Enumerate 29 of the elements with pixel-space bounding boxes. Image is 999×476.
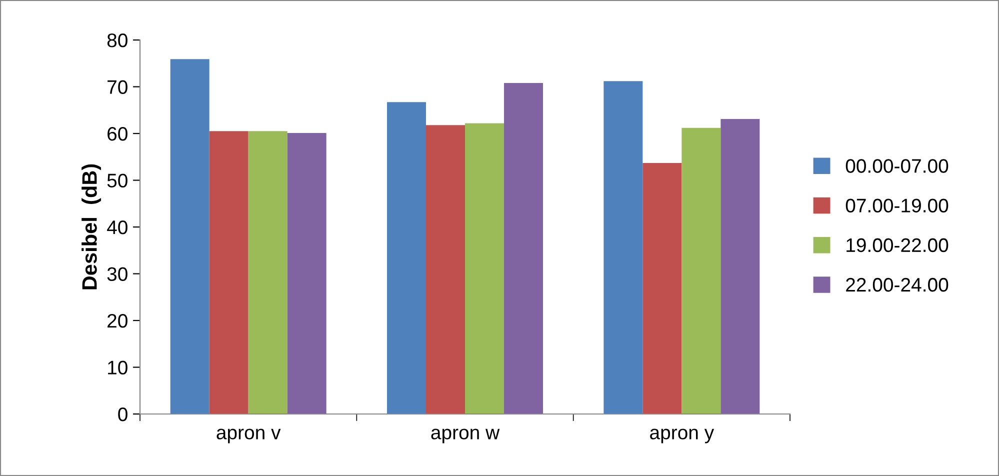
x-tick-label: apron w bbox=[431, 428, 500, 444]
bar bbox=[720, 119, 760, 414]
y-tick-label: 30 bbox=[107, 267, 128, 281]
y-tick-label: 70 bbox=[108, 80, 128, 94]
y-tick-label: 10 bbox=[108, 360, 128, 374]
bar bbox=[426, 125, 465, 414]
bar bbox=[387, 102, 426, 414]
legend-label: 19.00-22.00 bbox=[846, 238, 948, 252]
y-tick-label: 0 bbox=[118, 407, 128, 422]
x-tick-label: apron y bbox=[650, 428, 714, 444]
bar bbox=[465, 123, 504, 414]
y-tick-label: 60 bbox=[108, 126, 128, 141]
y-axis-title: Desibel (dB) bbox=[82, 164, 102, 290]
legend-label: 22.00-24.00 bbox=[846, 278, 948, 292]
legend-label: 07.00-19.00 bbox=[846, 198, 948, 212]
bar bbox=[504, 83, 543, 414]
bar bbox=[248, 131, 288, 414]
bar bbox=[604, 81, 643, 414]
y-tick-label: 80 bbox=[107, 33, 128, 48]
bar bbox=[287, 133, 326, 414]
y-tick-label: 40 bbox=[107, 220, 128, 234]
y-tick-label: 50 bbox=[107, 174, 128, 188]
y-tick-label: 20 bbox=[108, 314, 128, 328]
legend-label: 00.00-07.00 bbox=[846, 159, 948, 173]
bar bbox=[642, 162, 682, 414]
bar bbox=[170, 59, 210, 414]
bar bbox=[209, 131, 248, 414]
x-tick-label: apron v bbox=[216, 428, 281, 444]
bar bbox=[682, 128, 721, 414]
